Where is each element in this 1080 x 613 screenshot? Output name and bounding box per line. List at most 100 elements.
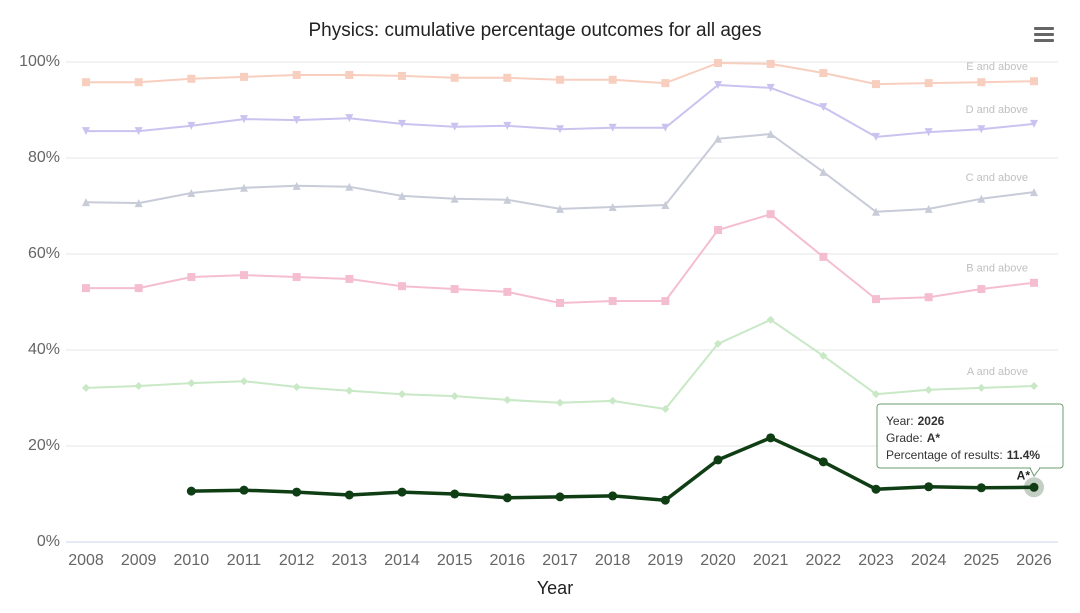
series-label: C and above [966, 172, 1028, 184]
point [450, 489, 460, 499]
point [556, 298, 564, 307]
series: D and above [82, 81, 1038, 141]
point [240, 377, 248, 386]
x-tick-label: 2017 [542, 552, 578, 569]
x-tick-label: 2019 [648, 552, 684, 569]
point [714, 134, 722, 143]
series: A and above [82, 315, 1038, 414]
tooltip-line: Grade: A* [886, 431, 940, 445]
point [503, 287, 512, 296]
point [345, 70, 354, 79]
point [608, 202, 617, 211]
point [503, 395, 512, 404]
point [240, 115, 248, 124]
point [819, 351, 828, 360]
point [714, 226, 722, 234]
series-label: A and above [967, 366, 1028, 378]
point [872, 295, 880, 304]
y-tick-label: 80% [28, 149, 60, 166]
point [450, 73, 459, 82]
tooltip-value: 2026 [918, 414, 945, 428]
point [187, 379, 196, 388]
x-tick-label: 2026 [1016, 552, 1052, 569]
point [82, 78, 90, 87]
point [924, 482, 934, 492]
point [977, 383, 986, 392]
point [713, 455, 723, 465]
point [134, 382, 143, 390]
point [450, 194, 459, 203]
point [872, 132, 880, 141]
point [292, 70, 301, 79]
tooltip-label: Grade: [886, 431, 923, 445]
y-tick-label: 60% [28, 245, 60, 262]
point [450, 285, 459, 294]
series: E and above [82, 58, 1038, 89]
point [608, 491, 618, 501]
tooltip-label: Year: [886, 414, 914, 428]
point [187, 121, 196, 130]
point [82, 198, 90, 207]
point [766, 59, 775, 68]
x-tick-label: 2011 [227, 552, 262, 569]
point [503, 73, 512, 82]
point [766, 130, 775, 138]
point [82, 127, 90, 136]
point [924, 204, 933, 213]
point [1030, 77, 1038, 86]
point [660, 495, 670, 505]
point [345, 114, 354, 123]
menu-bar [1034, 33, 1054, 36]
y-tick-label: 40% [28, 341, 60, 358]
x-tick-label: 2025 [964, 552, 1000, 569]
series-label: B and above [966, 263, 1028, 275]
x-tick-label: 2018 [595, 552, 631, 569]
point [398, 71, 406, 80]
x-tick-label: 2016 [490, 552, 526, 569]
point [1030, 382, 1038, 390]
point [714, 81, 722, 90]
series-label: D and above [966, 104, 1028, 116]
series: C and above [82, 130, 1038, 216]
point [661, 405, 670, 414]
point [187, 189, 196, 198]
point [240, 183, 248, 192]
point [450, 122, 459, 131]
point [556, 125, 564, 134]
point [766, 315, 775, 324]
point [766, 83, 775, 92]
x-tick-label: 2008 [68, 552, 104, 569]
point [977, 125, 986, 134]
point [187, 273, 196, 282]
point [714, 339, 722, 348]
point [608, 75, 617, 84]
x-tick-label: 2022 [806, 552, 842, 569]
point [924, 385, 933, 394]
point [555, 492, 565, 502]
point [556, 75, 564, 84]
point [82, 383, 90, 392]
point [661, 123, 670, 132]
point [976, 483, 986, 493]
point [924, 293, 933, 302]
series-label: A* [1017, 468, 1031, 482]
point [134, 284, 143, 293]
hover-halo [1024, 477, 1044, 498]
point [608, 123, 617, 132]
point [187, 74, 196, 83]
x-tick-label: 2010 [174, 552, 210, 569]
menu-button[interactable] [1034, 27, 1054, 42]
point [819, 167, 828, 176]
point [502, 493, 512, 503]
y-tick-label: 20% [28, 437, 60, 454]
y-tick-label: 0% [37, 533, 60, 550]
point [819, 103, 828, 112]
series: A* [186, 433, 1044, 505]
x-tick-label: 2009 [121, 552, 157, 569]
point [819, 252, 828, 261]
x-tick-label: 2015 [437, 552, 473, 569]
point [345, 386, 354, 395]
series-label: E and above [966, 61, 1028, 73]
point [345, 182, 354, 191]
